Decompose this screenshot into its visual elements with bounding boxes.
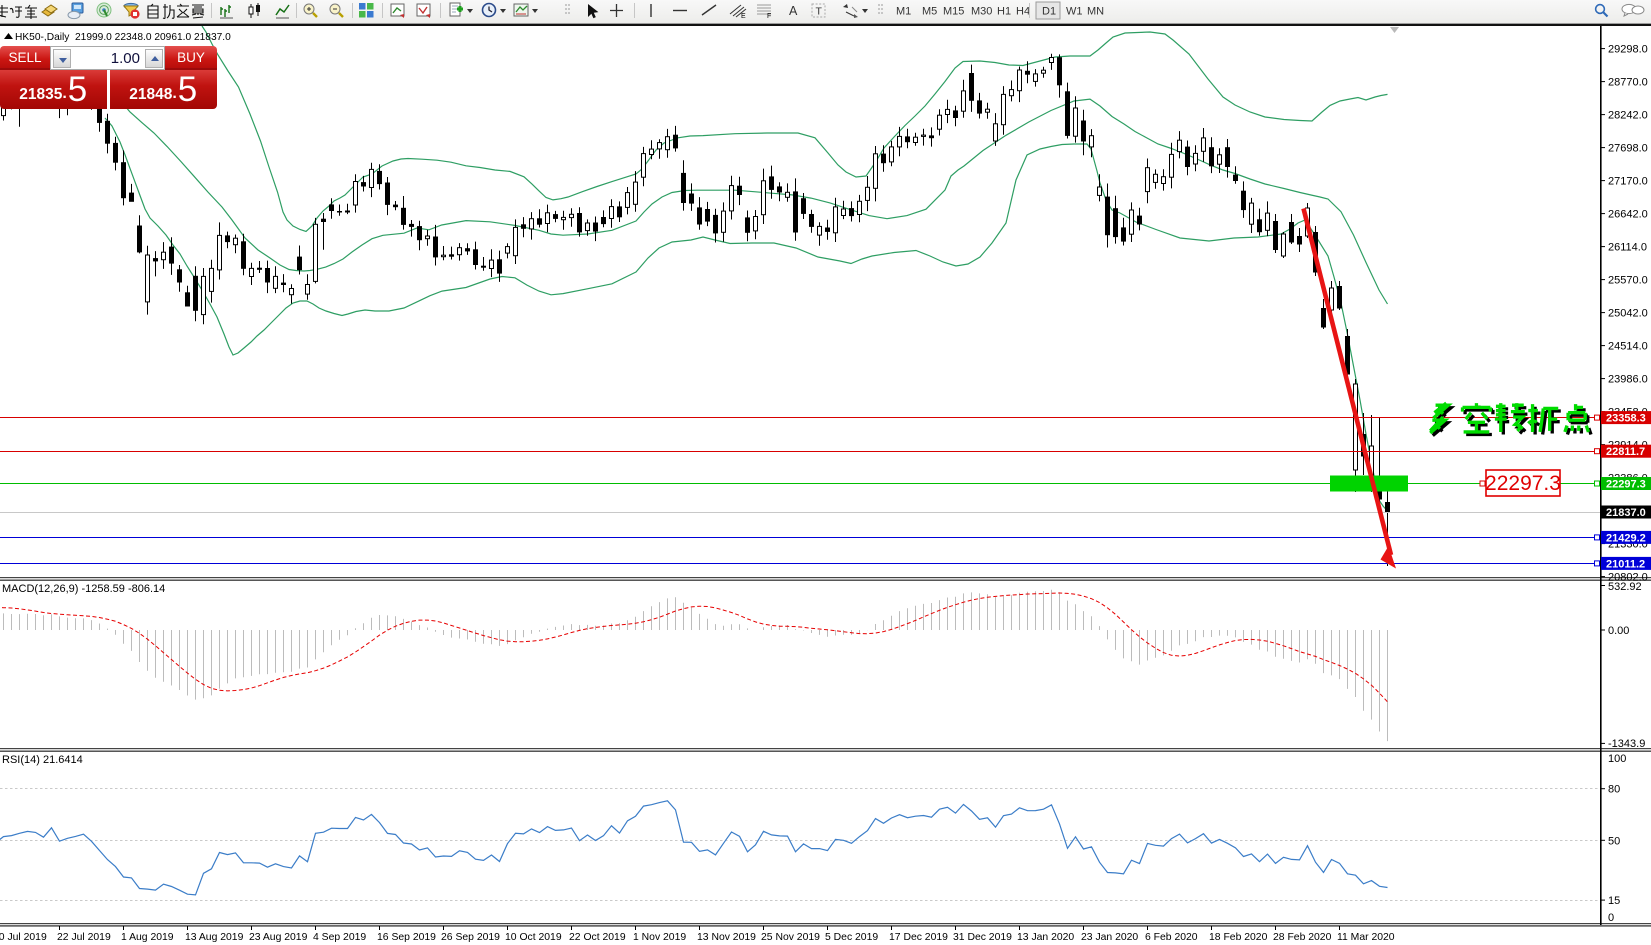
svg-text:31 Dec 2019: 31 Dec 2019 [953, 932, 1012, 943]
svg-text:4 Sep 2019: 4 Sep 2019 [313, 932, 366, 943]
svg-text:80: 80 [1608, 784, 1620, 796]
svg-text:22 Jul 2019: 22 Jul 2019 [57, 932, 111, 943]
svg-text:13 Aug 2019: 13 Aug 2019 [185, 932, 244, 943]
svg-text:RSI(14) 21.6414: RSI(14) 21.6414 [2, 754, 83, 766]
svg-text:24514.0: 24514.0 [1608, 341, 1648, 353]
svg-text:0.00: 0.00 [1608, 625, 1629, 637]
svg-text:0: 0 [1608, 912, 1614, 924]
svg-text:23358.3: 23358.3 [1606, 413, 1646, 425]
svg-text:21429.2: 21429.2 [1606, 532, 1646, 544]
svg-text:532.92: 532.92 [1608, 581, 1642, 593]
svg-text:25042.0: 25042.0 [1608, 308, 1648, 320]
svg-text:27698.0: 27698.0 [1608, 143, 1648, 155]
svg-text:W1: W1 [1066, 6, 1083, 18]
svg-text:22297.3: 22297.3 [1485, 472, 1561, 495]
svg-text:H1: H1 [997, 6, 1011, 18]
svg-text:10 Jul 2019: 10 Jul 2019 [0, 932, 47, 943]
svg-text:25570.0: 25570.0 [1608, 275, 1648, 287]
svg-text:100: 100 [1608, 753, 1626, 765]
svg-text:13 Jan 2020: 13 Jan 2020 [1017, 932, 1074, 943]
svg-text:E: E [741, 13, 746, 20]
svg-text:HK50-,Daily 21999.0 22348.0 2: HK50-,Daily 21999.0 22348.0 20961.0 2183… [15, 32, 231, 43]
svg-text:15: 15 [1608, 895, 1620, 907]
svg-text:28 Feb 2020: 28 Feb 2020 [1273, 932, 1332, 943]
svg-text:18 Feb 2020: 18 Feb 2020 [1209, 932, 1268, 943]
svg-text:26642.0: 26642.0 [1608, 209, 1648, 221]
svg-text:MN: MN [1087, 6, 1104, 18]
svg-text:22811.7: 22811.7 [1606, 446, 1645, 458]
svg-text:28242.0: 28242.0 [1608, 110, 1648, 122]
svg-text:11 Mar 2020: 11 Mar 2020 [1337, 932, 1395, 943]
svg-text:26114.0: 26114.0 [1608, 242, 1647, 254]
svg-text:25 Nov 2019: 25 Nov 2019 [761, 932, 820, 943]
svg-text:21837.0: 21837.0 [1606, 507, 1646, 519]
svg-text:M1: M1 [896, 6, 911, 18]
svg-text:6 Feb 2020: 6 Feb 2020 [1145, 932, 1198, 943]
svg-text:29298.0: 29298.0 [1608, 44, 1648, 56]
svg-text:A: A [789, 4, 798, 18]
svg-text:-1343.9: -1343.9 [1608, 738, 1645, 750]
svg-text:28770.0: 28770.0 [1608, 77, 1648, 89]
svg-text:H4: H4 [1016, 6, 1030, 18]
svg-text:F: F [767, 13, 771, 20]
svg-text:20802.0: 20802.0 [1608, 572, 1648, 584]
svg-text:26 Sep 2019: 26 Sep 2019 [441, 932, 500, 943]
svg-text:M15: M15 [943, 6, 964, 18]
svg-text:MACD(12,26,9) -1258.59 -806.14: MACD(12,26,9) -1258.59 -806.14 [2, 583, 165, 595]
svg-text:M30: M30 [971, 6, 992, 18]
svg-text:D1: D1 [1042, 6, 1056, 18]
svg-text:1 Nov 2019: 1 Nov 2019 [633, 932, 686, 943]
svg-text:23 Aug 2019: 23 Aug 2019 [249, 932, 308, 943]
svg-text:13 Nov 2019: 13 Nov 2019 [697, 932, 756, 943]
svg-text:M5: M5 [922, 6, 937, 18]
svg-text:23986.0: 23986.0 [1608, 374, 1648, 386]
svg-text:5 Dec 2019: 5 Dec 2019 [825, 932, 878, 943]
svg-text:1 Aug 2019: 1 Aug 2019 [121, 932, 174, 943]
svg-text:21011.2: 21011.2 [1606, 558, 1645, 570]
svg-text:17 Dec 2019: 17 Dec 2019 [889, 932, 948, 943]
svg-text:22 Oct 2019: 22 Oct 2019 [569, 932, 626, 943]
svg-text:27170.0: 27170.0 [1608, 176, 1648, 188]
svg-text:23 Jan 2020: 23 Jan 2020 [1081, 932, 1138, 943]
svg-text:22297.3: 22297.3 [1606, 479, 1646, 491]
svg-text:10 Oct 2019: 10 Oct 2019 [505, 932, 562, 943]
svg-text:50: 50 [1608, 835, 1620, 847]
svg-text:T: T [816, 6, 823, 18]
svg-text:16 Sep 2019: 16 Sep 2019 [377, 932, 436, 943]
